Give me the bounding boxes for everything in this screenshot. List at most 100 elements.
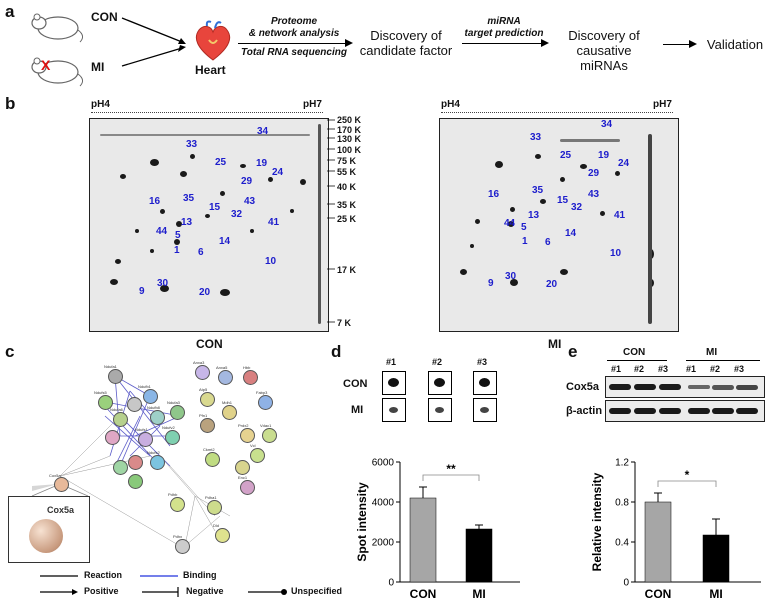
network-node: [128, 455, 143, 470]
legend-negative: Negative: [186, 586, 224, 596]
spot-30-mi: 30: [505, 271, 517, 282]
cox5a-zoom-box: Cox5a: [8, 496, 90, 563]
group-con-label: CON: [91, 10, 118, 24]
network-node: [215, 528, 230, 543]
network-node: [150, 410, 165, 425]
step5-text: Validation: [706, 37, 764, 52]
network-node: [98, 395, 113, 410]
node-label: Anxa5: [216, 365, 228, 370]
legend-lines-2: [142, 587, 287, 597]
y-tick-label: 4000: [372, 498, 395, 509]
lane-2: #2: [634, 364, 645, 374]
node-label: Pfn1: [199, 413, 208, 418]
spot-24-mi: 24: [618, 158, 630, 169]
node-label: Fabp3: [256, 390, 268, 395]
gel-mi-label: MI: [548, 337, 562, 351]
bar-con: [644, 501, 672, 583]
step4-arrowhead: [689, 40, 697, 48]
panel-d-label: d: [331, 342, 342, 361]
mw-100: 100 K: [337, 145, 362, 155]
node-label: Ndufv2: [162, 425, 175, 430]
bar-mi: [702, 534, 730, 583]
spot-15-mi: 15: [557, 195, 569, 206]
spot-20-mi: 20: [546, 279, 558, 290]
ph-right-mi: pH7: [653, 99, 672, 110]
network-node: [165, 430, 180, 445]
spot-24-con: 24: [272, 167, 284, 178]
step2-text: Discovery of candidate factor: [359, 28, 453, 58]
spot-44-mi: 44: [504, 218, 516, 229]
network-node: [127, 397, 142, 412]
node-label: Ndufs5: [94, 390, 107, 395]
spot-25-con: 25: [215, 157, 227, 168]
mw-130: 130 K: [337, 134, 362, 144]
ph-axis-con: [91, 112, 323, 113]
spot-10-mi: 10: [610, 248, 622, 259]
col-1: #1: [386, 357, 397, 367]
mw-17: 17 K: [337, 265, 357, 275]
legend-unspecified: Unspecified: [291, 586, 343, 596]
lane-5: #2: [710, 364, 721, 374]
blot-actin-label: β-actin: [566, 405, 603, 417]
spot-16-mi: 16: [488, 189, 500, 200]
network-node: [240, 428, 255, 443]
node-label: Pdha1: [205, 495, 217, 500]
spot-30-con: 30: [157, 278, 169, 289]
node-label: Enc1: [238, 475, 248, 480]
bar-con: [409, 497, 437, 583]
network-node: [258, 395, 273, 410]
x-tick-label: CON: [645, 587, 672, 599]
network-node: [222, 405, 237, 420]
spot-44-con: 44: [156, 226, 168, 237]
mw-55: 55 K: [337, 167, 357, 177]
network-node: [207, 500, 222, 515]
con-bracket: [607, 360, 667, 361]
lane-6: #3: [734, 364, 745, 374]
y-axis-label: Spot intensity: [355, 482, 369, 562]
mouse-mi-icon: [31, 57, 84, 87]
node-label: Pdhx: [173, 534, 183, 539]
x-tick-label: MI: [709, 587, 722, 599]
y-tick-label: 2000: [372, 538, 395, 549]
lane-3: #3: [658, 364, 669, 374]
node-label: Cox5a: [49, 473, 61, 478]
spot-25-mi: 25: [560, 150, 572, 161]
lane-4: #1: [686, 364, 697, 374]
spot-34-con: 34: [257, 126, 269, 137]
spot-14-con: 14: [219, 236, 231, 247]
blot-group-con: CON: [623, 347, 646, 358]
group-mi-label: MI: [91, 60, 105, 74]
network-node: [250, 448, 265, 463]
node-label: Ndufs1: [135, 427, 148, 432]
spot-5-con: 5: [175, 230, 181, 241]
spot-33-mi: 33: [530, 132, 542, 143]
spot-19-con: 19: [256, 158, 268, 169]
spot-33-con: 33: [186, 139, 198, 150]
spot-14-mi: 14: [565, 228, 577, 239]
legend-reaction: Reaction: [84, 570, 123, 580]
network-node: [108, 369, 123, 384]
network-node: [200, 392, 215, 407]
spot-9-con: 9: [139, 286, 145, 297]
y-tick-label: 1.2: [615, 458, 629, 469]
gel-con-label: CON: [196, 337, 223, 351]
spot-43-con: 43: [244, 196, 256, 207]
spot-6-con: 6: [198, 247, 204, 258]
spot-35-mi: 35: [532, 185, 544, 196]
mouse-con-icon: [31, 13, 84, 43]
legend-binding: Binding: [183, 570, 217, 580]
network-node: [105, 430, 120, 445]
step3-arrow: [462, 43, 544, 44]
significance-mark: **: [446, 462, 456, 476]
spot-29-con: 29: [241, 176, 253, 187]
y-tick-label: 0: [388, 578, 394, 589]
y-tick-label: 0.8: [615, 498, 629, 509]
panel-a-label: a: [5, 2, 15, 21]
row-con: CON: [343, 378, 368, 390]
gel-mi: [439, 118, 679, 332]
spot-32-mi: 32: [571, 202, 583, 213]
step1-arrowhead: [345, 39, 353, 47]
step3-line1: miRNA: [487, 16, 521, 27]
mw-ticks: [327, 119, 335, 323]
row-mi: MI: [351, 404, 364, 416]
